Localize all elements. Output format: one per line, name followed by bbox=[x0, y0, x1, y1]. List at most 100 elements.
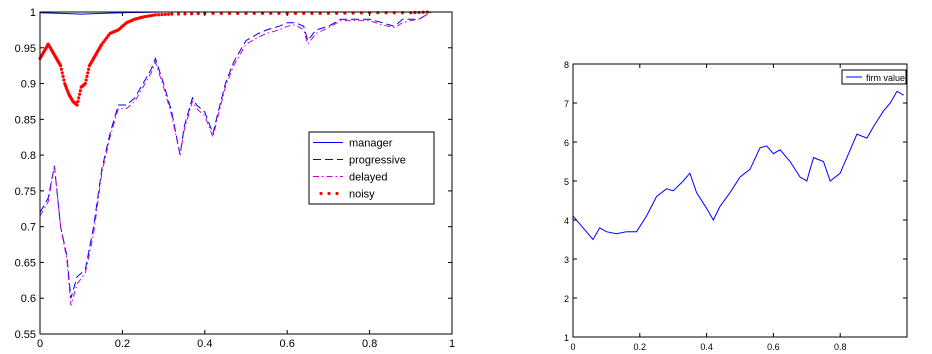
left-x-ticks: 0 0.2 0.4 0.6 0.8 1 bbox=[37, 12, 455, 350]
left-point-noisy bbox=[157, 13, 161, 17]
left-series-noisy bbox=[38, 10, 429, 107]
right-x-tick-label: 0.4 bbox=[700, 342, 713, 352]
left-point-noisy bbox=[59, 64, 63, 68]
left-series-delayed bbox=[39, 11, 432, 306]
right-x-tick-label: 0.8 bbox=[834, 342, 847, 352]
left-point-noisy bbox=[318, 11, 322, 16]
right-y-tick-label: 7 bbox=[564, 99, 569, 109]
left-y-ticks: 0.55 0.6 0.65 0.7 0.75 0.8 0.85 0.9 0.95 1 bbox=[15, 7, 452, 341]
left-y-tick-label: 0.95 bbox=[15, 43, 36, 55]
left-point-noisy bbox=[302, 11, 306, 16]
left-axes-frame bbox=[39, 11, 453, 335]
left-legend-marker-noisy bbox=[335, 191, 339, 196]
right-legend-label-firm-value: firm value bbox=[866, 73, 905, 83]
right-x-tick-label: 0.6 bbox=[767, 342, 780, 352]
left-y-tick-label: 0.9 bbox=[21, 79, 36, 91]
left-point-noisy bbox=[77, 92, 82, 96]
left-point-noisy bbox=[310, 11, 314, 16]
left-chart: 0 0.2 0.4 0.6 0.8 1 0.55 0.6 0.65 0.7 0.75 0.8 0.85… bbox=[15, 7, 455, 350]
left-point-noisy bbox=[83, 81, 87, 86]
left-plot-area bbox=[38, 10, 432, 306]
left-point-noisy bbox=[293, 11, 298, 16]
left-point-noisy bbox=[269, 11, 273, 16]
left-y-tick-label: 0.6 bbox=[21, 293, 36, 305]
right-plot-area bbox=[572, 90, 904, 338]
left-point-noisy bbox=[252, 11, 256, 16]
right-legend-box bbox=[841, 69, 907, 85]
left-y-tick-label: 1 bbox=[30, 7, 36, 19]
left-point-noisy bbox=[227, 11, 232, 16]
left-point-noisy bbox=[244, 11, 248, 16]
left-legend-marker-noisy bbox=[327, 191, 331, 196]
right-x-tick-label: 0.2 bbox=[634, 342, 647, 352]
left-point-noisy bbox=[183, 12, 187, 16]
left-point-noisy bbox=[163, 12, 167, 17]
left-y-tick-label: 0.65 bbox=[15, 257, 36, 269]
right-x-ticks: 0 0.2 0.4 0.6 0.8 bbox=[570, 64, 846, 352]
left-point-noisy bbox=[148, 14, 153, 18]
right-chart: 0 0.2 0.4 0.6 0.8 1 2 3 4 5 6 7 8 firm value bbox=[564, 60, 908, 352]
left-point-noisy bbox=[219, 11, 223, 16]
left-x-tick-label: 0.2 bbox=[115, 338, 130, 350]
left-point-noisy bbox=[62, 78, 66, 82]
right-y-tick-label: 8 bbox=[564, 60, 569, 70]
left-y-tick-label: 0.55 bbox=[15, 329, 36, 341]
left-point-noisy bbox=[277, 11, 281, 16]
left-x-tick-label: 0.4 bbox=[197, 338, 212, 350]
right-y-ticks: 1 2 3 4 5 6 7 8 bbox=[564, 60, 907, 343]
left-legend-label-delayed: delayed bbox=[349, 172, 388, 184]
left-point-noisy bbox=[76, 99, 80, 104]
left-legend-label-progressive: progressive bbox=[349, 155, 406, 167]
left-point-noisy bbox=[59, 67, 64, 71]
left-point-noisy bbox=[85, 74, 89, 78]
left-point-noisy bbox=[196, 11, 200, 16]
left-y-tick-label: 0.85 bbox=[15, 114, 36, 126]
left-legend: manager progressive delayed noisy bbox=[308, 131, 435, 205]
right-x-tick-label: 0 bbox=[570, 342, 575, 352]
left-point-noisy bbox=[75, 103, 79, 107]
left-point-noisy bbox=[153, 13, 157, 17]
left-point-noisy bbox=[87, 67, 91, 71]
left-point-noisy bbox=[211, 11, 215, 16]
left-y-tick-label: 0.8 bbox=[21, 150, 36, 162]
left-legend-label-noisy: noisy bbox=[349, 189, 375, 201]
left-point-noisy bbox=[166, 12, 171, 16]
left-point-noisy bbox=[260, 11, 265, 16]
left-point-noisy bbox=[170, 12, 174, 16]
right-y-tick-label: 5 bbox=[564, 177, 569, 187]
left-point-noisy bbox=[326, 11, 330, 16]
left-point-noisy bbox=[151, 13, 155, 17]
right-y-tick-label: 4 bbox=[564, 216, 569, 226]
left-point-noisy bbox=[413, 10, 417, 15]
left-point-noisy bbox=[78, 89, 82, 93]
left-point-noisy bbox=[236, 11, 240, 16]
left-y-tick-label: 0.7 bbox=[21, 222, 36, 234]
left-point-noisy bbox=[84, 78, 88, 82]
left-legend-label-manager: manager bbox=[349, 138, 393, 150]
left-x-tick-label: 0.8 bbox=[362, 338, 377, 350]
right-y-tick-label: 1 bbox=[564, 333, 569, 343]
left-point-noisy bbox=[61, 74, 65, 78]
left-point-noisy bbox=[86, 71, 90, 75]
left-legend-marker-noisy bbox=[319, 191, 323, 196]
right-axes-frame bbox=[572, 63, 908, 338]
left-x-tick-label: 0.6 bbox=[280, 338, 295, 350]
right-y-tick-label: 2 bbox=[564, 294, 569, 304]
right-series-firm-value bbox=[572, 90, 904, 241]
left-series-progressive bbox=[39, 11, 432, 299]
right-legend: firm value bbox=[841, 69, 907, 85]
right-y-tick-label: 6 bbox=[564, 138, 569, 148]
left-point-noisy bbox=[160, 12, 164, 17]
left-y-tick-label: 0.75 bbox=[15, 186, 36, 198]
left-point-noisy bbox=[141, 15, 145, 19]
left-point-noisy bbox=[60, 71, 64, 75]
left-legend-box bbox=[308, 131, 435, 205]
left-x-tick-label: 0 bbox=[37, 338, 43, 350]
left-point-noisy bbox=[190, 12, 194, 16]
left-point-noisy bbox=[77, 96, 81, 100]
left-point-noisy bbox=[176, 12, 181, 16]
left-x-tick-label: 1 bbox=[449, 338, 455, 350]
left-point-noisy bbox=[146, 14, 150, 18]
right-y-tick-label: 3 bbox=[564, 255, 569, 265]
